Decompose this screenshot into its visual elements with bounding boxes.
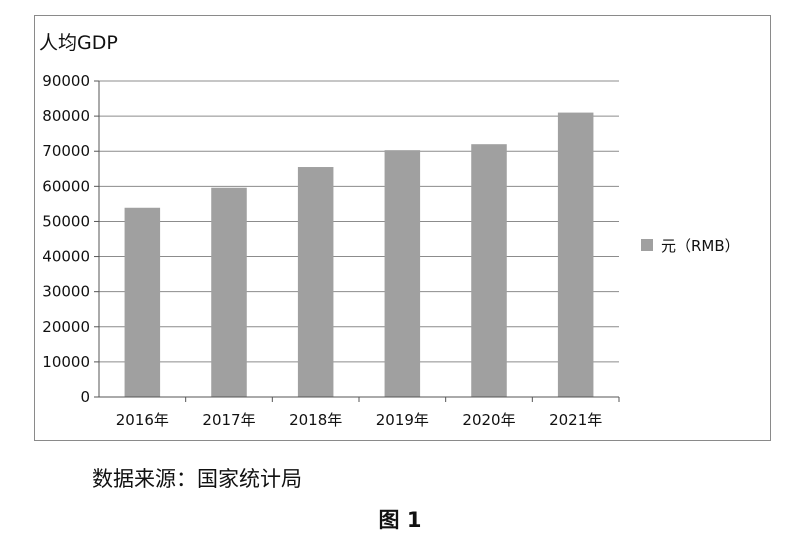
x-tick-label: 2018年 xyxy=(289,411,342,429)
x-tick-label: 2020年 xyxy=(462,411,515,429)
x-tick-label: 2016年 xyxy=(116,411,169,429)
y-tick-label: 40000 xyxy=(42,248,90,266)
y-tick-label: 80000 xyxy=(42,107,90,125)
x-tick-label: 2019年 xyxy=(376,411,429,429)
x-tick-label: 2017年 xyxy=(202,411,255,429)
bar xyxy=(211,187,247,397)
legend: 元（RMB） xyxy=(641,237,740,255)
y-tick-label: 10000 xyxy=(42,353,90,371)
source-note: 数据来源：国家统计局 xyxy=(92,467,302,491)
bar xyxy=(124,207,161,397)
y-tick-label: 90000 xyxy=(42,72,90,90)
x-tick-label: 2021年 xyxy=(549,411,602,429)
y-tick-label: 30000 xyxy=(42,283,90,301)
y-tick-label: 0 xyxy=(80,388,90,406)
bar xyxy=(384,150,421,397)
y-tick-label: 60000 xyxy=(42,177,90,195)
bar xyxy=(557,112,594,397)
figure-caption: 图 1 xyxy=(378,508,422,532)
bar-chart: 人均GDP 0 10000 20000 30000 40000 50000 60000 700… xyxy=(39,32,740,429)
legend-label: 元（RMB） xyxy=(661,237,740,255)
chart-title: 人均GDP xyxy=(39,32,118,54)
y-tick-label: 70000 xyxy=(42,142,90,160)
y-tick-label: 50000 xyxy=(42,212,90,230)
bar xyxy=(471,144,507,397)
bar xyxy=(297,167,334,397)
y-tick-label: 20000 xyxy=(42,318,90,336)
chart-frame: 人均GDP 0 10000 20000 30000 40000 50000 60000 700… xyxy=(34,15,771,441)
legend-swatch xyxy=(641,239,653,251)
